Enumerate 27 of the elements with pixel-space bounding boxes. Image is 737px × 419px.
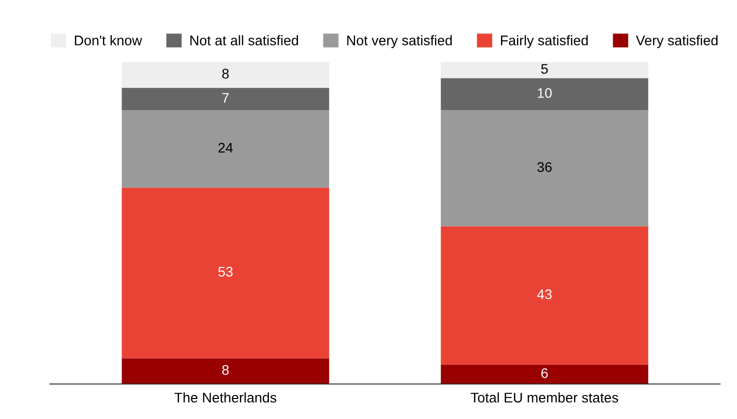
- legend-label: Fairly satisfied: [500, 35, 588, 48]
- data-label: 24: [218, 142, 233, 153]
- bar: [440, 226, 648, 365]
- data-label: 8: [222, 365, 229, 375]
- bar: [440, 110, 648, 226]
- data-label: 43: [537, 289, 552, 300]
- legend-label: Don't know: [74, 35, 142, 46]
- bar: [122, 188, 330, 358]
- data-label: 10: [538, 88, 552, 98]
- data-label: 8: [222, 68, 229, 79]
- legend-label: Not at all satisfied: [190, 35, 298, 46]
- legend-label: Not very satisfied: [347, 35, 452, 48]
- bar: [440, 364, 648, 384]
- data-label: 53: [218, 266, 233, 277]
- data-label: 6: [541, 368, 548, 378]
- x-tick-label: Total EU member states: [470, 392, 618, 403]
- bar: [440, 62, 648, 78]
- bar: [122, 358, 330, 384]
- bar: [122, 62, 330, 88]
- data-label: 36: [537, 162, 552, 172]
- bar: [440, 78, 648, 110]
- x-tick-label: The Netherlands: [174, 392, 276, 403]
- bar: [122, 110, 330, 188]
- legend-label: Very satisfied: [636, 35, 718, 48]
- bar: [122, 88, 330, 110]
- data-label: 5: [541, 64, 548, 74]
- data-label: 7: [222, 93, 229, 103]
